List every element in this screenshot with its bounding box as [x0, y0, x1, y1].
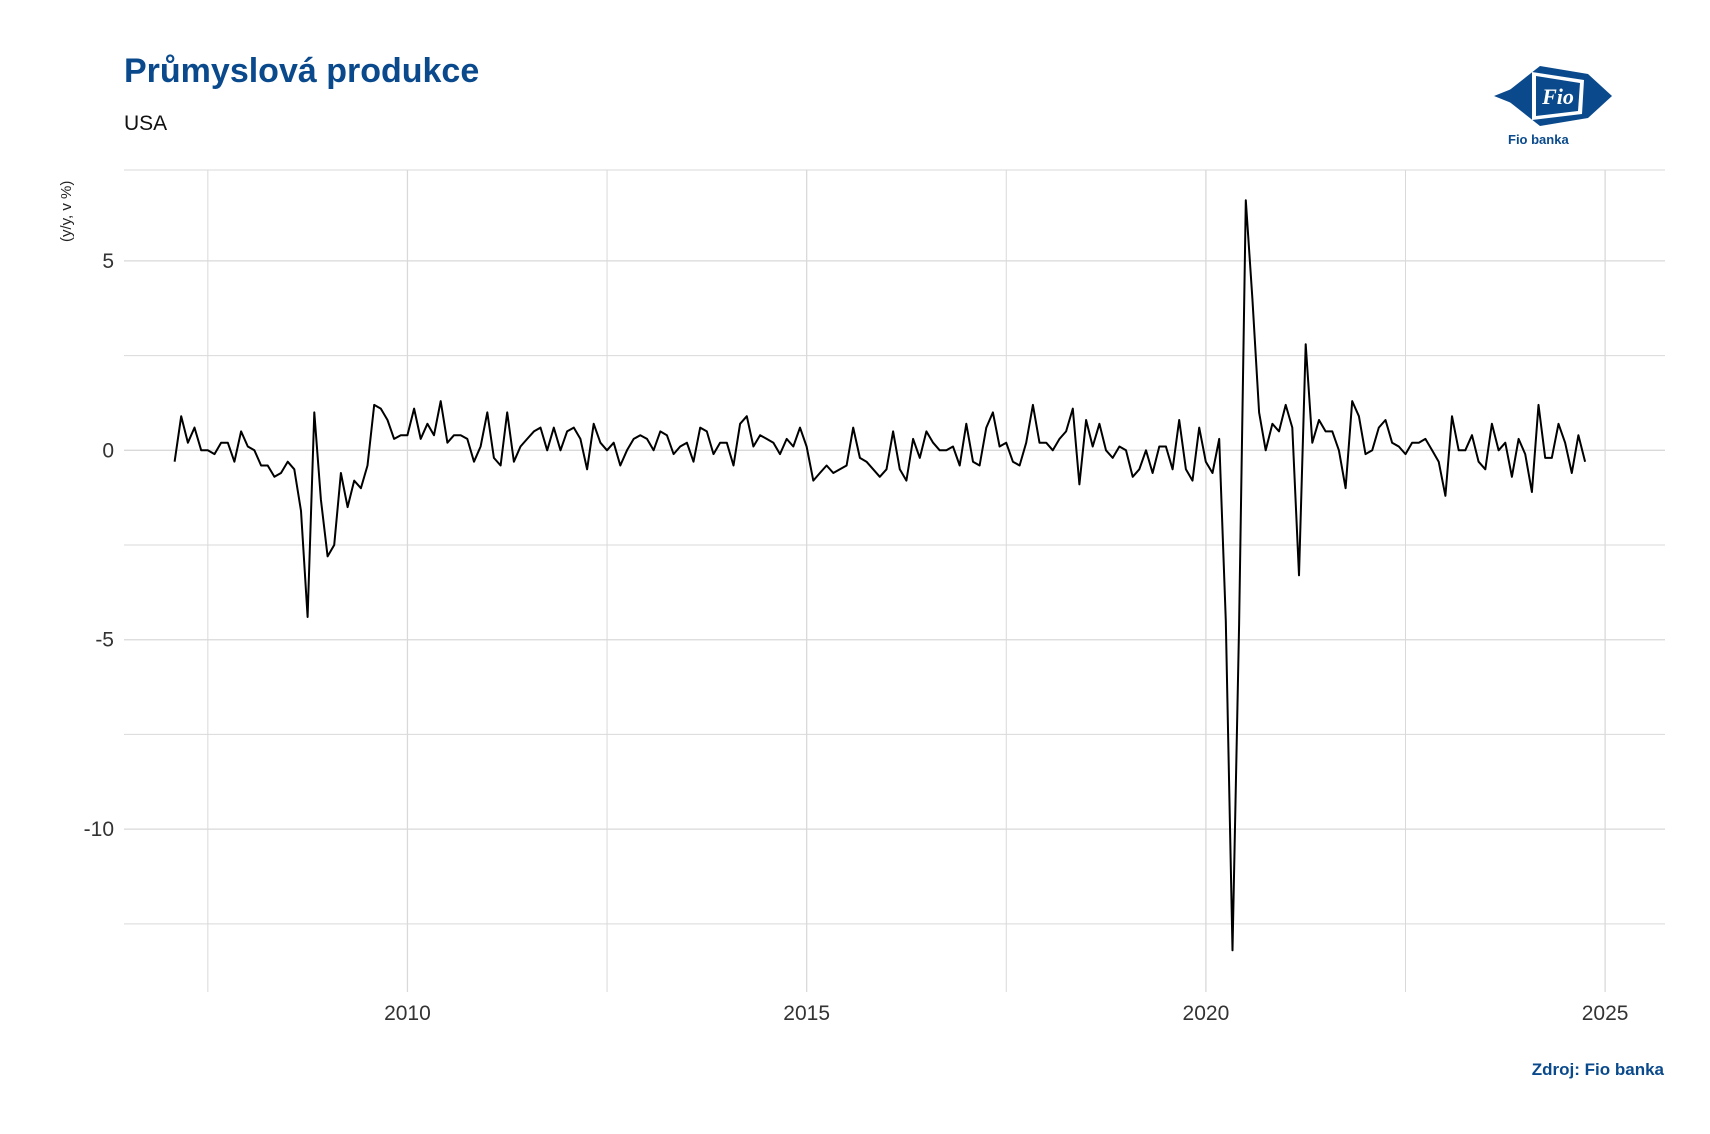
source-note: Zdroj: Fio banka	[1531, 1060, 1664, 1079]
x-tick-label: 2015	[783, 1002, 830, 1025]
chart-subtitle: USA	[124, 112, 168, 135]
x-axis-ticks: 2010 2015 2020 2025	[384, 1002, 1628, 1025]
y-tick-label: -5	[95, 629, 114, 652]
x-tick-label: 2025	[1582, 1002, 1629, 1025]
fio-logo-icon: Fio	[1494, 66, 1612, 126]
logo-mark: Fio	[1541, 84, 1574, 109]
y-axis-ticks: -10 -5 0 5	[84, 250, 114, 841]
y-tick-label: 0	[102, 439, 114, 462]
chart-title: Průmyslová produkce	[124, 52, 480, 90]
grid	[124, 169, 1665, 992]
x-tick-label: 2020	[1183, 1002, 1230, 1025]
logo-caption: Fio banka	[1508, 132, 1569, 147]
x-tick-label: 2010	[384, 1002, 431, 1025]
series-line	[173, 199, 1587, 952]
y-tick-label: -10	[84, 818, 114, 841]
y-tick-label: 5	[102, 250, 114, 273]
